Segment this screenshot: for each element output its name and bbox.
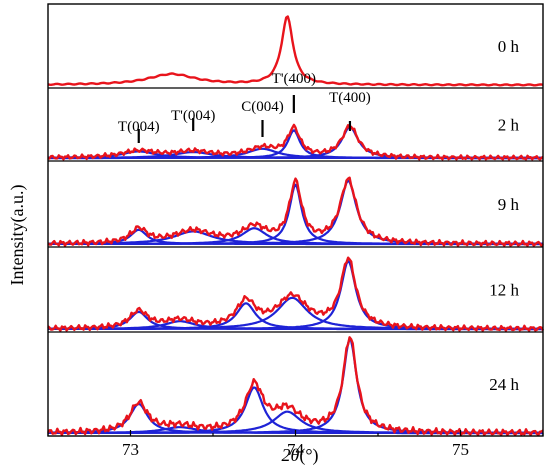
peak-label: T'(004) xyxy=(171,108,215,124)
panel-time-label: 12 h xyxy=(489,281,519,300)
experimental-pattern-line xyxy=(47,256,545,332)
panel-time-label: 24 h xyxy=(489,375,519,394)
panel-2: 9 h xyxy=(47,176,544,247)
panel-3: 12 h xyxy=(47,256,545,332)
x-tick-label: 74 xyxy=(287,440,305,459)
panel-0: 0 h xyxy=(47,15,544,87)
x-axis-label-unit: (°) xyxy=(299,445,318,466)
peak-label: T(400) xyxy=(329,90,371,106)
x-tick-label: 75 xyxy=(452,440,469,459)
peak-label: T(004) xyxy=(118,119,160,135)
fitted-component-line xyxy=(48,402,543,435)
y-axis-label: Intensity(a.u.) xyxy=(7,185,28,286)
fitted-component-line xyxy=(48,337,543,434)
plot-border xyxy=(47,3,544,437)
panel-time-label: 9 h xyxy=(498,195,520,214)
fitted-component-line xyxy=(48,179,543,245)
panel-time-label: 2 h xyxy=(498,116,520,135)
experimental-pattern-line xyxy=(46,336,544,437)
panel-time-label: 0 h xyxy=(498,37,520,56)
fitted-component-line xyxy=(48,183,543,245)
plot-frame xyxy=(47,3,544,437)
x-axis-label-variable: 2θ xyxy=(281,445,299,465)
peak-label: C(004) xyxy=(241,99,284,115)
fitted-component-line xyxy=(48,302,543,331)
x-axis-label: 2θ(°) xyxy=(281,445,318,466)
experimental-pattern-line xyxy=(47,176,544,247)
experimental-pattern-line xyxy=(47,15,544,87)
experimental-pattern-line xyxy=(47,123,544,161)
panel-4: 24 h xyxy=(46,336,544,437)
peak-label: T'(400) xyxy=(272,71,316,87)
x-tick-label: 73 xyxy=(122,440,139,459)
panel-1: 2 h xyxy=(47,116,544,161)
